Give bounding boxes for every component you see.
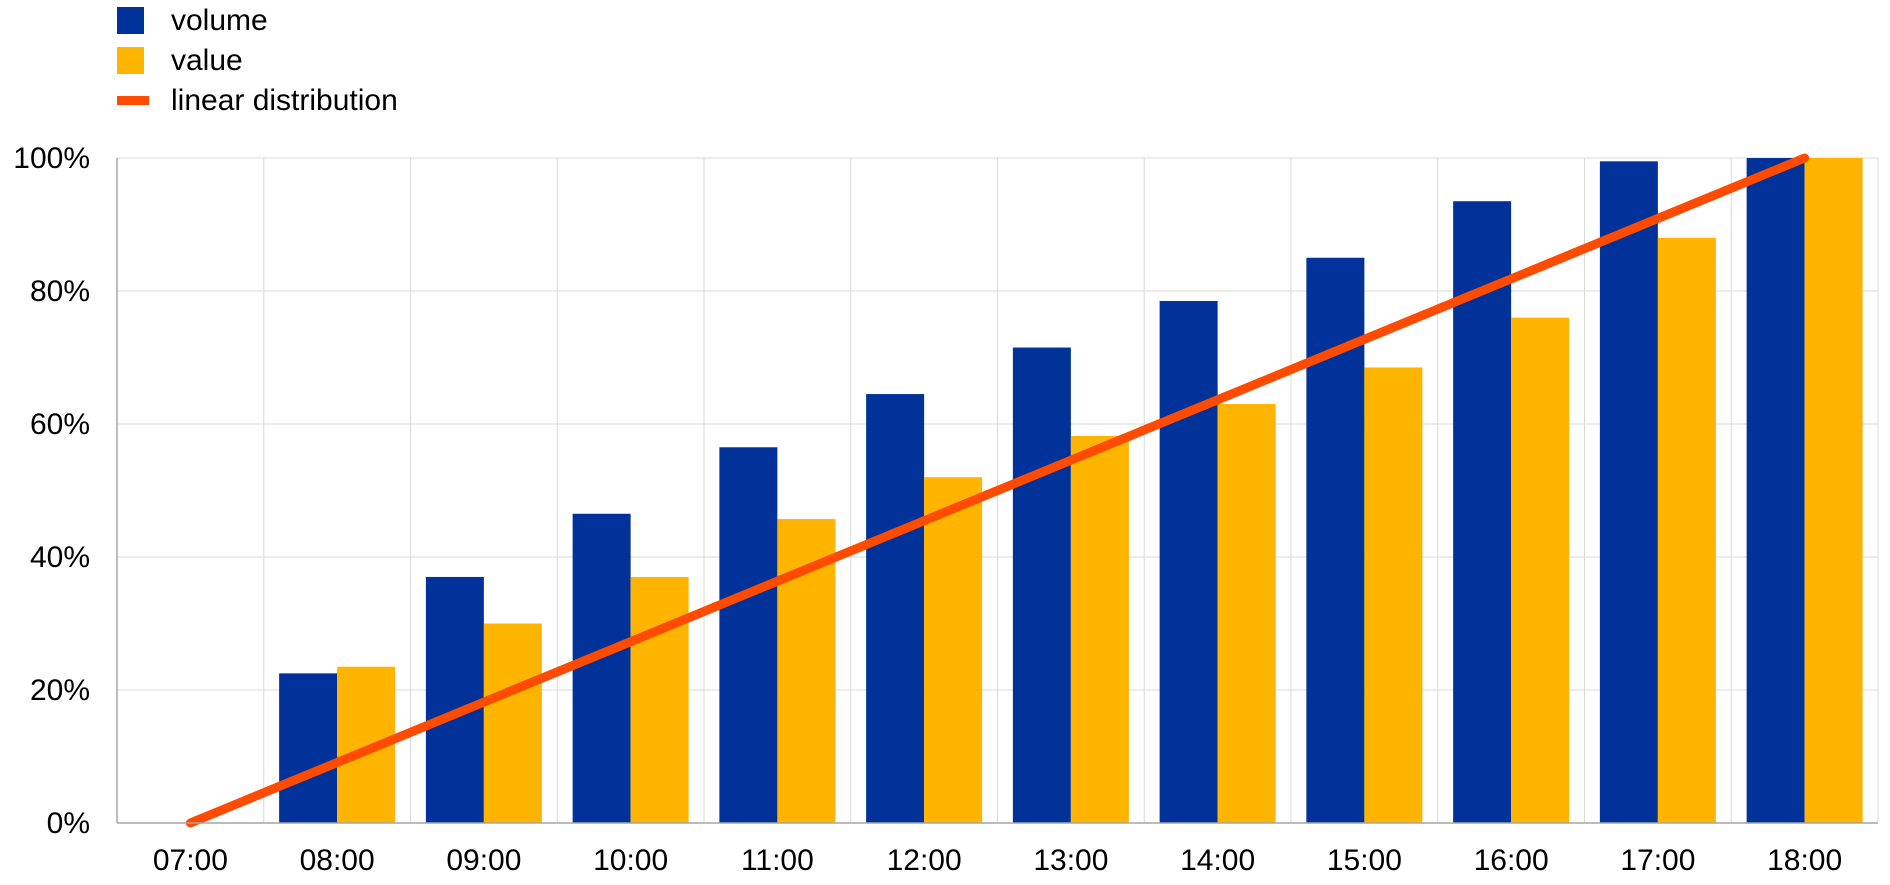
bar-volume-1300 bbox=[1012, 347, 1071, 823]
axes bbox=[116, 158, 1878, 824]
legend-label-linear-distribution: linear distribution bbox=[171, 84, 398, 117]
x-tick-label: 10:00 bbox=[593, 844, 668, 877]
bar-volume-1700 bbox=[1599, 161, 1658, 823]
x-tick-label: 12:00 bbox=[887, 844, 962, 877]
bar-value-1800 bbox=[1804, 158, 1863, 823]
x-tick-label: 17:00 bbox=[1620, 844, 1695, 877]
bar-value-1400 bbox=[1217, 404, 1276, 823]
bar-value-1500 bbox=[1364, 367, 1423, 823]
bar-volume-1100 bbox=[719, 447, 778, 823]
bar-value-1300 bbox=[1070, 435, 1129, 823]
linear-distribution-group bbox=[185, 153, 1810, 828]
bar-volume-1000 bbox=[572, 513, 631, 823]
y-tick-label: 40% bbox=[30, 541, 90, 574]
bar-value-0900 bbox=[483, 623, 542, 823]
legend-swatch-linear-distribution bbox=[117, 96, 149, 105]
y-tick-label: 100% bbox=[13, 142, 90, 175]
x-tick-label: 14:00 bbox=[1180, 844, 1255, 877]
x-tick-label: 09:00 bbox=[446, 844, 521, 877]
bar-volume-1200 bbox=[866, 394, 925, 823]
x-tick-label: 08:00 bbox=[300, 844, 375, 877]
legend-swatch-value bbox=[117, 47, 144, 74]
y-tick-label: 20% bbox=[30, 674, 90, 707]
x-tick-label: 07:00 bbox=[153, 844, 228, 877]
bar-volume-1800 bbox=[1746, 158, 1805, 823]
bar-volume-1600 bbox=[1453, 201, 1512, 824]
y-tick-label: 60% bbox=[30, 408, 90, 441]
linear-distribution-line bbox=[185, 153, 1810, 828]
bar-value-1000 bbox=[630, 576, 689, 823]
y-tick-label: 0% bbox=[47, 807, 90, 840]
x-tick-label: 15:00 bbox=[1327, 844, 1402, 877]
bar-value-1200 bbox=[924, 477, 983, 823]
x-tick-label: 11:00 bbox=[741, 844, 814, 877]
x-tick-label: 18:00 bbox=[1767, 844, 1842, 877]
y-tick-label: 80% bbox=[30, 275, 90, 308]
tick-labels: 0% 20% 40% 60% 80% 100% 07:00 08:00 09:00 10:00 11… bbox=[13, 142, 1842, 877]
legend-swatch-volume bbox=[117, 7, 144, 34]
bar-volume-0800 bbox=[279, 673, 338, 823]
x-tick-label: 16:00 bbox=[1474, 844, 1549, 877]
bar-volume-0900 bbox=[425, 576, 484, 823]
x-tick-label: 13:00 bbox=[1033, 844, 1108, 877]
legend-label-value: value bbox=[171, 44, 243, 77]
bar-value-1700 bbox=[1657, 237, 1716, 824]
gridlines bbox=[117, 157, 1879, 823]
legend-label-volume: volume bbox=[171, 4, 268, 37]
bar-volume-1400 bbox=[1159, 300, 1218, 824]
bar-value-1600 bbox=[1511, 317, 1570, 823]
legend: volume value linear distribution bbox=[117, 4, 398, 117]
bars-group bbox=[279, 158, 1863, 824]
